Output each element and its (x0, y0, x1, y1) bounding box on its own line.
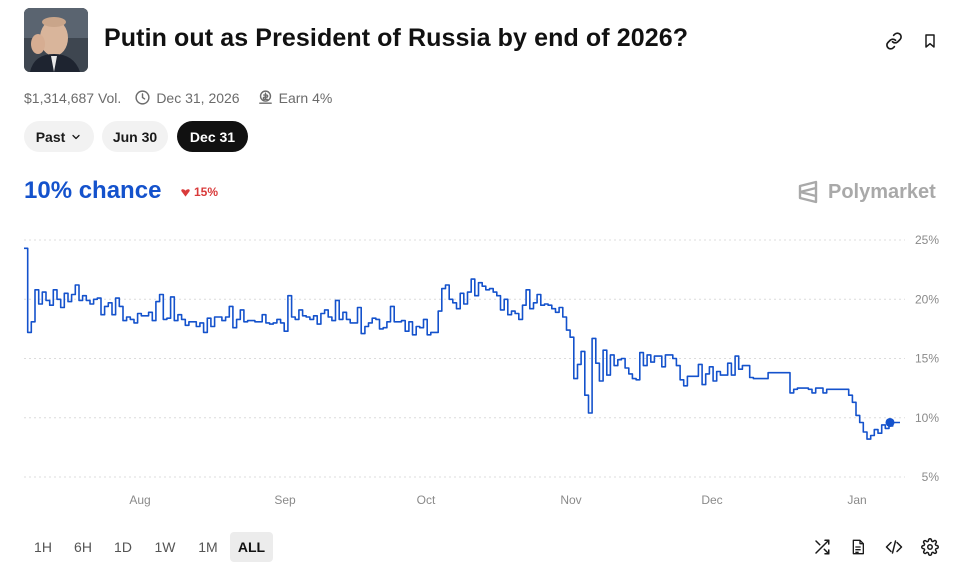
earn-text: Earn 4% (278, 89, 333, 106)
y-tick-label: 15% (915, 352, 939, 366)
market-image (24, 8, 88, 72)
shuffle-icon[interactable] (810, 535, 834, 559)
document-icon[interactable] (846, 535, 870, 559)
bookmark-icon[interactable] (918, 29, 942, 53)
tab-past-label: Past (35, 128, 66, 145)
tab-past[interactable]: Past (24, 121, 94, 152)
earn-rewards[interactable]: Earn 4% (257, 89, 333, 106)
range-1h-label: 1H (34, 539, 52, 555)
link-icon[interactable] (882, 29, 906, 53)
price-chart[interactable]: 25% 20% 15% 10% 5% Aug Sep Oct Nov Dec Jan (0, 0, 978, 520)
gear-icon[interactable] (918, 535, 942, 559)
range-1d-label: 1D (114, 539, 132, 555)
market-title: Putin out as President of Russia by end … (104, 24, 689, 52)
x-tick-label: Sep (274, 493, 296, 507)
chance-delta: 15% (180, 185, 218, 199)
range-1m-label: 1M (198, 539, 218, 555)
tab-dec-31[interactable]: Dec 31 (177, 121, 248, 152)
chevron-down-icon (72, 134, 80, 139)
polymarket-logo-icon (798, 180, 818, 204)
end-date: Dec 31, 2026 (134, 89, 240, 106)
y-tick-label: 10% (915, 411, 939, 425)
caret-down-icon (181, 188, 190, 197)
range-all-label: ALL (237, 539, 266, 555)
chance-value: 10% chance (24, 177, 162, 204)
x-tick-label: Dec (701, 493, 722, 507)
code-icon[interactable] (882, 535, 906, 559)
y-tick-label: 5% (922, 470, 940, 484)
tab-dec-31-label: Dec 31 (189, 128, 236, 145)
end-date-text: Dec 31, 2026 (156, 89, 240, 106)
range-6h-label: 6H (74, 539, 92, 555)
range-6h[interactable]: 6H (69, 532, 97, 562)
current-value-dot (885, 417, 895, 427)
x-tick-label: Oct (417, 493, 436, 507)
range-1h[interactable]: 1H (30, 532, 56, 562)
x-tick-label: Nov (560, 493, 581, 507)
range-1d[interactable]: 1D (109, 532, 137, 562)
x-tick-label: Jan (847, 493, 866, 507)
y-tick-label: 20% (915, 292, 939, 306)
brand-logo: Polymarket (796, 180, 936, 204)
x-tick-label: Aug (129, 493, 150, 507)
tab-jun-30[interactable]: Jun 30 (102, 121, 168, 152)
coin-icon (258, 90, 272, 104)
tab-jun-30-label: Jun 30 (112, 128, 158, 145)
chance-delta-text: 15% (194, 185, 219, 199)
market-meta: $1,314,687 Vol. Dec 31, 2026 Earn 4% (24, 89, 332, 106)
series-line (24, 247, 900, 440)
range-1w[interactable]: 1W (150, 532, 180, 562)
range-all[interactable]: ALL (230, 532, 273, 562)
volume: $1,314,687 Vol. (24, 89, 122, 106)
range-1m[interactable]: 1M (193, 532, 223, 562)
y-tick-label: 25% (915, 233, 939, 247)
range-1w-label: 1W (154, 539, 176, 555)
brand-text: Polymarket (828, 180, 936, 203)
clock-icon (135, 90, 150, 105)
